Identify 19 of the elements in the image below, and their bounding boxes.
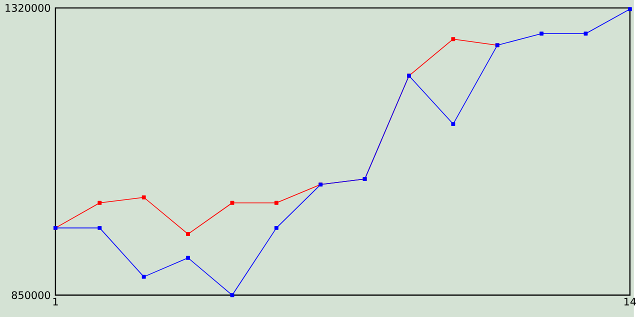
point xyxy=(584,32,588,36)
point xyxy=(230,200,234,205)
point xyxy=(540,32,544,36)
point xyxy=(142,195,146,200)
point xyxy=(98,226,102,230)
point xyxy=(98,200,102,205)
point xyxy=(274,200,278,205)
point xyxy=(186,256,190,260)
point xyxy=(451,37,456,42)
point xyxy=(142,274,146,279)
x-tick-label: 14 xyxy=(624,298,636,306)
y-tick-label: 1320000 xyxy=(6,4,50,12)
point xyxy=(186,232,190,236)
x-tick-label: 1 xyxy=(53,298,58,306)
point xyxy=(451,122,456,126)
point xyxy=(274,226,278,230)
point xyxy=(628,7,632,12)
point xyxy=(230,293,234,298)
y-tick-label: 850000 xyxy=(12,291,50,300)
